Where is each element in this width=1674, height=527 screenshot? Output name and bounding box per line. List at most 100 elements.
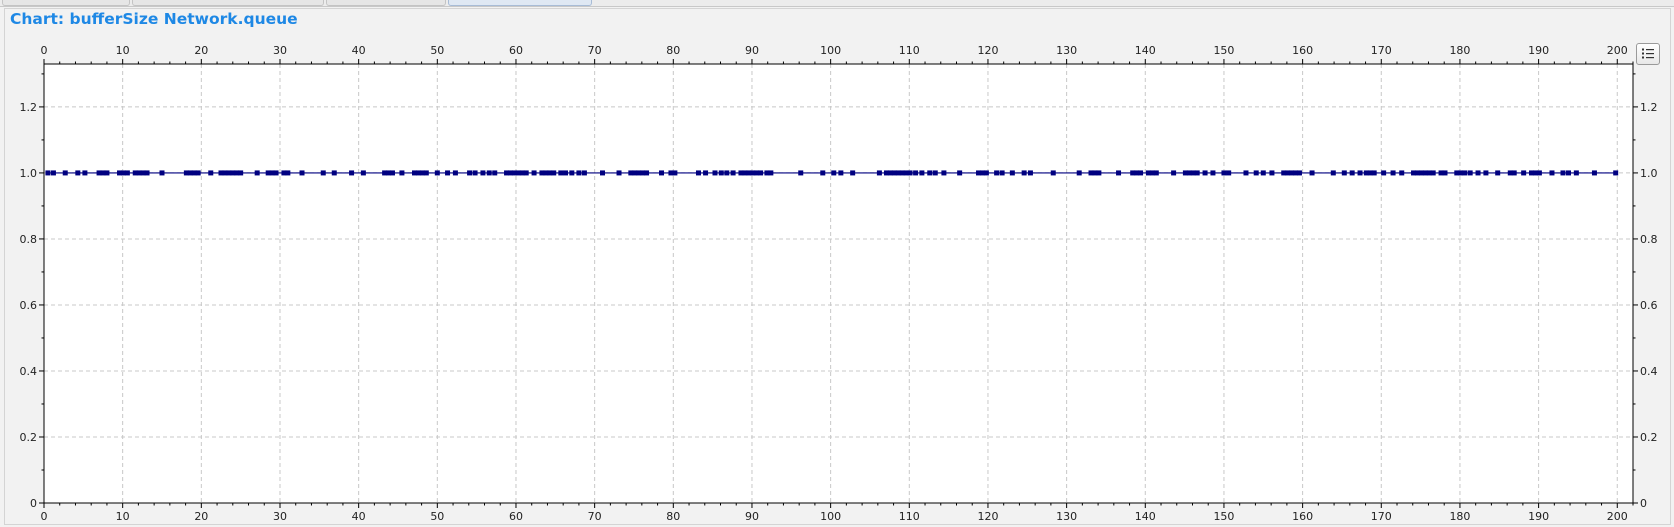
data-point bbox=[1467, 170, 1473, 176]
axes bbox=[43, 63, 1634, 504]
data-point bbox=[1418, 170, 1424, 176]
data-point bbox=[1096, 170, 1102, 176]
x-tick-label-bottom: 20 bbox=[194, 510, 208, 523]
data-point bbox=[504, 170, 510, 176]
data-point bbox=[913, 170, 919, 176]
data-point bbox=[750, 170, 756, 176]
x-tick-label-top: 150 bbox=[1213, 44, 1234, 57]
data-point bbox=[1357, 170, 1363, 176]
data-point bbox=[1027, 170, 1033, 176]
y-tick-label-right: 0.8 bbox=[1640, 233, 1658, 246]
data-point bbox=[1171, 170, 1177, 176]
data-point bbox=[1281, 170, 1287, 176]
data-point bbox=[320, 170, 326, 176]
x-tick-label-top: 170 bbox=[1371, 44, 1392, 57]
data-point bbox=[919, 170, 925, 176]
data-point bbox=[730, 170, 736, 176]
data-point bbox=[285, 170, 291, 176]
data-point bbox=[389, 170, 395, 176]
data-point bbox=[412, 170, 418, 176]
x-tick-label-bottom: 0 bbox=[41, 510, 48, 523]
data-point bbox=[569, 170, 575, 176]
data-point bbox=[1521, 170, 1527, 176]
data-point bbox=[467, 170, 473, 176]
data-point bbox=[1422, 170, 1428, 176]
data-point bbox=[1411, 170, 1417, 176]
data-point bbox=[1341, 170, 1347, 176]
x-tick-label-bottom: 160 bbox=[1292, 510, 1313, 523]
x-tick-label-bottom: 100 bbox=[820, 510, 841, 523]
x-tick-label-top: 0 bbox=[41, 44, 48, 57]
data-point bbox=[281, 170, 287, 176]
data-point bbox=[1573, 170, 1579, 176]
x-tick-label-bottom: 170 bbox=[1371, 510, 1392, 523]
data-point bbox=[1138, 170, 1144, 176]
data-point bbox=[1145, 170, 1151, 176]
data-point bbox=[1330, 170, 1336, 176]
data-point bbox=[254, 170, 260, 176]
data-point bbox=[1483, 170, 1489, 176]
x-tick-label-top: 140 bbox=[1135, 44, 1156, 57]
data-point bbox=[386, 170, 392, 176]
data-point bbox=[1367, 170, 1373, 176]
tab[interactable] bbox=[326, 0, 446, 6]
data-point bbox=[1442, 170, 1448, 176]
x-tick-label-top: 200 bbox=[1607, 44, 1628, 57]
data-point bbox=[265, 170, 271, 176]
data-point bbox=[927, 170, 933, 176]
data-point bbox=[703, 170, 709, 176]
data-point bbox=[507, 170, 513, 176]
y-tick-label-left: 0.6 bbox=[20, 299, 38, 312]
data-point bbox=[50, 170, 56, 176]
data-point bbox=[738, 170, 744, 176]
y-tick-label-right: 0.4 bbox=[1640, 365, 1658, 378]
y-tick-label-right: 0 bbox=[1640, 497, 1647, 510]
data-point bbox=[907, 170, 913, 176]
x-tick-label-bottom: 190 bbox=[1528, 510, 1549, 523]
tab[interactable] bbox=[132, 0, 324, 6]
data-point bbox=[742, 170, 748, 176]
data-point bbox=[563, 170, 569, 176]
data-point bbox=[1076, 170, 1082, 176]
data-point bbox=[551, 170, 557, 176]
x-tick-label-bottom: 130 bbox=[1056, 510, 1077, 523]
y-tick-label-left: 0.4 bbox=[20, 365, 38, 378]
data-point bbox=[838, 170, 844, 176]
data-point bbox=[616, 170, 622, 176]
data-point bbox=[1226, 170, 1232, 176]
data-point bbox=[891, 170, 897, 176]
data-point bbox=[531, 170, 537, 176]
data-point bbox=[1253, 170, 1259, 176]
x-tick-label-bottom: 10 bbox=[116, 510, 130, 523]
data-point bbox=[1088, 170, 1094, 176]
tab[interactable] bbox=[2, 0, 130, 6]
data-point bbox=[672, 170, 678, 176]
data-point bbox=[1475, 170, 1481, 176]
legend-toggle-button[interactable] bbox=[1636, 43, 1660, 65]
data-point bbox=[932, 170, 938, 176]
data-point bbox=[632, 170, 638, 176]
data-point bbox=[120, 170, 126, 176]
data-point bbox=[331, 170, 337, 176]
x-tick-label-top: 190 bbox=[1528, 44, 1549, 57]
tab-active[interactable] bbox=[448, 0, 592, 6]
data-point bbox=[644, 170, 650, 176]
data-point bbox=[539, 170, 545, 176]
data-point bbox=[183, 170, 189, 176]
data-point bbox=[222, 170, 228, 176]
x-tick-label-bottom: 90 bbox=[745, 510, 759, 523]
data-point bbox=[273, 170, 279, 176]
data-point bbox=[764, 170, 770, 176]
data-point bbox=[100, 170, 106, 176]
tick-marks bbox=[39, 59, 1638, 508]
y-tick-label-right: 0.6 bbox=[1640, 299, 1658, 312]
data-point bbox=[511, 170, 517, 176]
x-tick-label-top: 60 bbox=[509, 44, 523, 57]
data-point bbox=[104, 170, 110, 176]
data-point bbox=[62, 170, 68, 176]
y-tick-label-right: 1.2 bbox=[1640, 101, 1658, 114]
data-point bbox=[45, 170, 51, 176]
data-point bbox=[1190, 170, 1196, 176]
data-point bbox=[419, 170, 425, 176]
data-point bbox=[382, 170, 388, 176]
